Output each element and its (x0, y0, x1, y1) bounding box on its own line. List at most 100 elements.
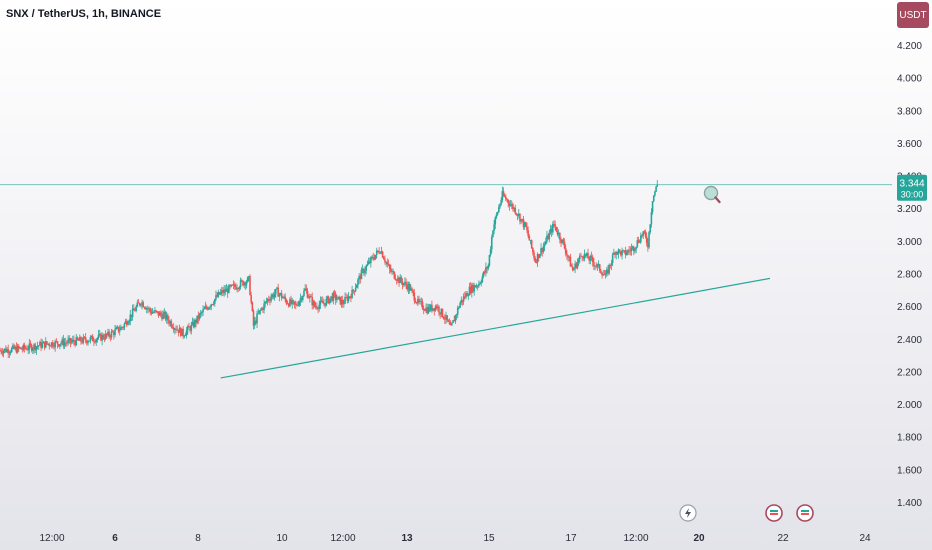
currency-button[interactable]: USDT (897, 2, 929, 28)
candle-body (435, 306, 438, 309)
candle-body (296, 304, 298, 306)
candle-body (655, 186, 657, 192)
candle-body (512, 204, 514, 210)
candle-body (337, 296, 339, 300)
candle-body (243, 282, 245, 286)
candle-body (357, 279, 359, 285)
candle-body (541, 247, 544, 252)
candle-body (333, 292, 336, 294)
candle-body (249, 276, 251, 295)
candle-body (141, 302, 143, 305)
candle-body (323, 303, 325, 305)
candle-body (17, 345, 20, 349)
candle-body (218, 292, 221, 295)
candle-body (635, 246, 637, 250)
candle-body (245, 282, 248, 286)
candle-body (144, 307, 147, 310)
candle-body (293, 301, 296, 305)
candle-body (438, 306, 440, 313)
candle-body (384, 259, 386, 263)
candle-body (378, 251, 380, 254)
candle-body (568, 256, 571, 258)
candle-body (632, 246, 635, 252)
trend-line[interactable] (220, 277, 771, 379)
candle-body (306, 290, 309, 298)
candle-body (222, 290, 224, 294)
candle-body (150, 311, 153, 314)
candle-body (537, 254, 540, 258)
candle-body (255, 320, 257, 324)
candle-body (124, 321, 127, 324)
candle-body (233, 284, 236, 287)
candle-body (134, 310, 136, 312)
time-tick-label: 12:00 (623, 533, 648, 544)
candles (0, 179, 659, 359)
candle-body (409, 288, 412, 291)
candle-body (313, 301, 316, 307)
candle-body (13, 345, 15, 349)
last-price-label: 3.344 (899, 179, 924, 190)
candle-body (360, 269, 363, 280)
candle-body (101, 335, 103, 341)
candle-body (212, 303, 215, 305)
candle-body (528, 236, 531, 241)
flag-event-icon[interactable] (796, 504, 814, 522)
candle-body (327, 296, 330, 304)
candle-body (350, 296, 352, 299)
time-axis[interactable]: 12:00 6 8 10 12:00 13 15 17 12:00 20 22 24 (39, 533, 871, 544)
candle-body (239, 280, 242, 288)
candle-body (244, 282, 247, 286)
candle-body (325, 299, 328, 306)
candle-body (549, 228, 552, 233)
candle-body (570, 266, 573, 268)
price-tick-label: 1.400 (897, 498, 922, 509)
candle-body (532, 247, 534, 253)
candle-body (324, 303, 326, 306)
candle-body (91, 335, 94, 342)
candle-body (25, 348, 27, 350)
candle-body (262, 308, 264, 310)
candle-body (73, 339, 75, 343)
candle-body (95, 339, 98, 343)
price-axis[interactable]: 1.400 1.600 1.800 2.000 2.200 2.400 2.600 2.800… (897, 41, 922, 509)
candle-body (181, 328, 183, 336)
candle-body (167, 315, 169, 321)
flag-event-icon[interactable] (765, 504, 783, 522)
candle-body (579, 255, 581, 260)
symbol-title[interactable]: SNX / TetherUS, 1h, BINANCE (6, 8, 162, 20)
candle-body (460, 299, 463, 303)
candle-body (472, 284, 474, 292)
candle-body (399, 277, 402, 284)
candle-body (148, 308, 150, 310)
candle-body (485, 267, 487, 273)
candle-body (489, 249, 492, 256)
candle-body (185, 330, 188, 336)
candle-body (66, 342, 68, 344)
candle-body (622, 250, 625, 252)
candle-body (557, 232, 560, 235)
candle-body (446, 315, 448, 321)
candle-body (546, 235, 548, 242)
candle-body (137, 302, 140, 304)
candle-body (159, 312, 162, 315)
time-tick-label: 6 (112, 533, 118, 544)
candle-body (368, 261, 371, 264)
candle-body (421, 301, 424, 309)
candle-body (479, 283, 481, 285)
candle-body (596, 264, 599, 267)
candle-body (285, 299, 288, 304)
candle-body (194, 320, 196, 327)
candle-body (191, 321, 194, 325)
candle-body (388, 264, 391, 270)
candle-body (427, 306, 430, 314)
candle-body (154, 310, 156, 313)
lightning-event-icon[interactable] (679, 504, 697, 522)
search-icon[interactable] (703, 185, 721, 204)
candle-body (341, 299, 344, 305)
candle-body (426, 307, 429, 314)
candle-body (70, 341, 73, 343)
candle-body (302, 295, 304, 300)
price-tick-label: 2.000 (897, 400, 922, 411)
candle-body (68, 338, 71, 340)
